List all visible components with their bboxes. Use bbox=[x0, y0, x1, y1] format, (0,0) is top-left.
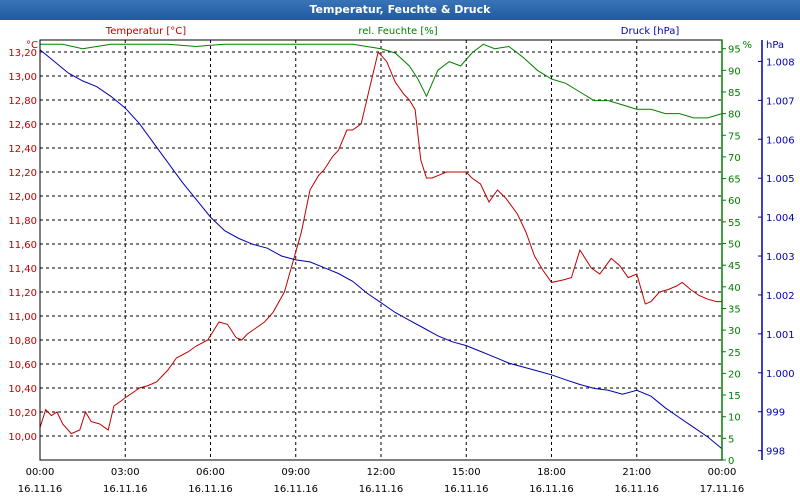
x-tick-date: 17.11.16 bbox=[700, 484, 745, 495]
humidity-tick-label: 10 bbox=[728, 413, 741, 424]
x-tick-date: 16.11.16 bbox=[359, 484, 404, 495]
x-tick-time: 09:00 bbox=[281, 467, 310, 478]
humidity-tick-label: 35 bbox=[728, 304, 741, 315]
x-tick-date: 16.11.16 bbox=[529, 484, 574, 495]
humidity-tick-label: 15 bbox=[728, 391, 741, 402]
pressure-tick-label: 998 bbox=[766, 447, 785, 458]
temperature-unit-label: °C bbox=[26, 40, 38, 51]
pressure-tick-label: 1.005 bbox=[766, 174, 795, 185]
x-tick-time: 21:00 bbox=[622, 467, 651, 478]
pressure-tick-label: 1.002 bbox=[766, 291, 795, 302]
pressure-unit-label: hPa bbox=[766, 40, 784, 51]
humidity-tick-label: 45 bbox=[728, 261, 741, 272]
series-line-temperature bbox=[39, 50, 722, 435]
temperature-tick-label: 11,00 bbox=[8, 312, 37, 323]
chart-background bbox=[0, 20, 800, 500]
pressure-tick-label: 999 bbox=[766, 408, 785, 419]
x-tick-time: 00:00 bbox=[26, 467, 55, 478]
window-title: Temperatur, Feuchte & Druck bbox=[0, 0, 800, 20]
pressure-tick-label: 1.003 bbox=[766, 252, 795, 263]
temperature-tick-label: 11,20 bbox=[8, 288, 37, 299]
temperature-tick-label: 13,00 bbox=[8, 72, 37, 83]
pressure-ticks: 998 999 1.000 1.001 1.002 1.003 1.004 1.005 1.00… bbox=[758, 57, 795, 458]
x-tick-date: 16.11.16 bbox=[188, 484, 233, 495]
humidity-tick-label: 20 bbox=[728, 369, 741, 380]
humidity-tick-label: 55 bbox=[728, 218, 741, 229]
temperature-tick-label: 10,20 bbox=[8, 408, 37, 419]
x-tick-date: 16.11.16 bbox=[103, 484, 148, 495]
x-tick-date: 16.11.16 bbox=[614, 484, 659, 495]
pressure-tick-label: 1.007 bbox=[766, 96, 795, 107]
humidity-tick-label: 0 bbox=[728, 456, 734, 467]
temperature-tick-label: 11,40 bbox=[8, 264, 37, 275]
pressure-tick-label: 1.008 bbox=[766, 57, 795, 68]
x-tick-time: 03:00 bbox=[111, 467, 140, 478]
x-tick-time: 06:00 bbox=[196, 467, 225, 478]
x-tick-date: 16.11.16 bbox=[18, 484, 63, 495]
temperature-tick-label: 12,20 bbox=[8, 168, 37, 179]
x-tick-time: 18:00 bbox=[537, 467, 566, 478]
x-tick-time: 00:00 bbox=[708, 467, 737, 478]
humidity-tick-label: 85 bbox=[728, 88, 741, 99]
x-tick-date: 16.11.16 bbox=[273, 484, 318, 495]
temperature-tick-label: 12,80 bbox=[8, 96, 37, 107]
x-axis-ticks: 00:00 16.11.16 03:00 16.11.16 06:00 16.11.16 0… bbox=[18, 467, 745, 495]
x-tick-time: 12:00 bbox=[367, 467, 396, 478]
humidity-tick-label: 50 bbox=[728, 240, 741, 251]
pressure-tick-label: 1.004 bbox=[766, 213, 795, 224]
x-tick-time: 15:00 bbox=[452, 467, 481, 478]
series-line-pressure bbox=[39, 49, 723, 450]
pressure-tick-label: 1.000 bbox=[766, 369, 795, 380]
humidity-tick-label: 30 bbox=[728, 326, 741, 337]
x-tick-date: 16.11.16 bbox=[444, 484, 489, 495]
chart: Temperatur [°C] rel. Feuchte [%] Druck [… bbox=[0, 20, 800, 500]
temperature-tick-label: 10,80 bbox=[8, 336, 37, 347]
humidity-tick-label: 5 bbox=[728, 434, 734, 445]
temperature-tick-label: 10,60 bbox=[8, 360, 37, 371]
temperature-tick-label: 11,80 bbox=[8, 216, 37, 227]
pressure-tick-label: 1.001 bbox=[766, 330, 795, 341]
temperature-tick-label: 10,40 bbox=[8, 384, 37, 395]
temperature-tick-label: 12,60 bbox=[8, 120, 37, 131]
temperature-tick-label: 13,20 bbox=[8, 48, 37, 59]
humidity-tick-label: 80 bbox=[728, 110, 741, 121]
humidity-tick-label: 65 bbox=[728, 175, 741, 186]
temperature-tick-label: 12,00 bbox=[8, 192, 37, 203]
temperature-ticks: 10,00 10,20 10,40 10,60 10,80 11,00 11,20 11,40… bbox=[8, 48, 37, 443]
pressure-tick-label: 1.006 bbox=[766, 135, 795, 146]
humidity-tick-label: 70 bbox=[728, 153, 741, 164]
series-group bbox=[39, 43, 723, 450]
humidity-tick-label: 60 bbox=[728, 196, 741, 207]
humidity-axis-title: rel. Feuchte [%] bbox=[358, 26, 437, 37]
humidity-tick-label: 95 bbox=[728, 45, 741, 56]
temperature-tick-label: 11,60 bbox=[8, 240, 37, 251]
humidity-tick-label: 40 bbox=[728, 283, 741, 294]
series-line-humidity bbox=[40, 43, 723, 119]
temperature-tick-label: 10,00 bbox=[8, 432, 37, 443]
humidity-tick-label: 75 bbox=[728, 131, 741, 142]
temperature-axis-title: Temperatur [°C] bbox=[105, 26, 186, 37]
pressure-axis-title: Druck [hPa] bbox=[621, 26, 680, 37]
humidity-tick-label: 90 bbox=[728, 66, 741, 77]
temperature-tick-label: 12,40 bbox=[8, 144, 37, 155]
humidity-tick-label: 25 bbox=[728, 348, 741, 359]
humidity-unit-label: % bbox=[742, 40, 752, 51]
